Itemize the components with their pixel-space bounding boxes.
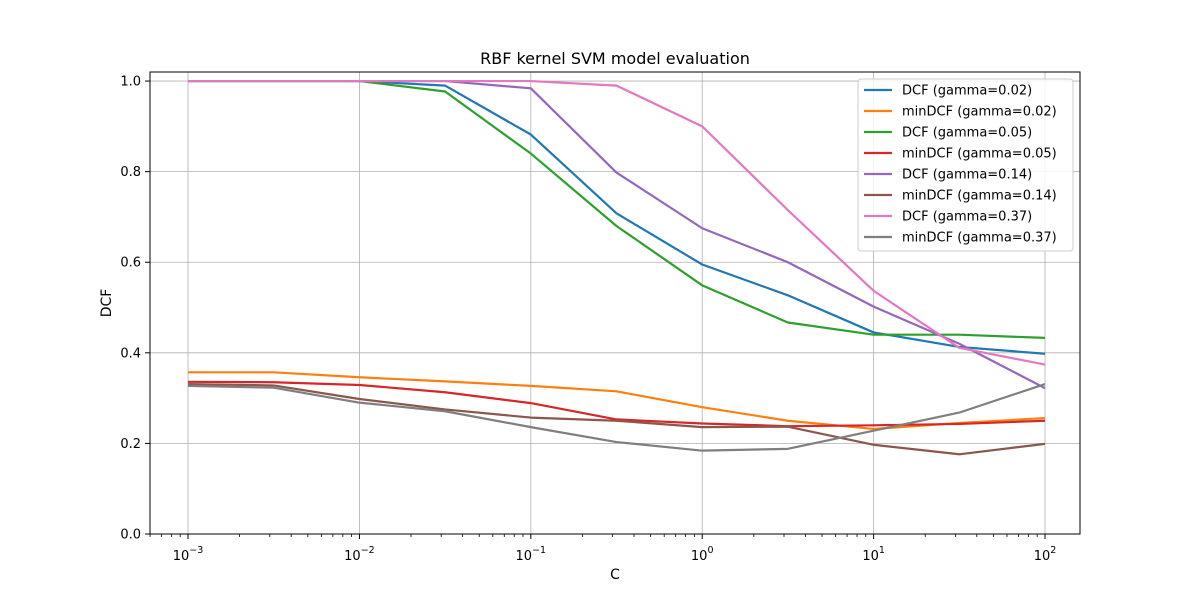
legend: DCF (gamma=0.02) minDCF (gamma=0.02) DCF (… — [857, 78, 1074, 252]
x-tick-label-exponent: −3 — [189, 545, 203, 556]
series-line-2 — [188, 371, 1046, 431]
x-tick-label: 10−2 — [344, 545, 375, 564]
legend-label: minDCF (gamma=0.05) — [902, 147, 1057, 162]
x-tick-label-exponent: 0 — [707, 545, 713, 556]
series-line-8 — [187, 383, 1046, 452]
x-tick-label-base: 10 — [344, 549, 361, 564]
series-layer — [187, 79, 1046, 456]
x-tick-label: 10−3 — [173, 545, 204, 564]
x-tick-label-exponent: 1 — [879, 545, 885, 556]
x-tick-label-base: 10 — [862, 549, 879, 564]
series-line-7 — [188, 79, 1046, 366]
legend-label: minDCF (gamma=0.14) — [902, 189, 1057, 204]
x-tick-label-exponent: −1 — [532, 545, 546, 556]
y-tick-label: 0.6 — [120, 256, 141, 271]
x-tick-label-base: 10 — [516, 549, 533, 564]
y-axis-label: DCF — [99, 289, 115, 318]
x-tick-label-base: 10 — [173, 549, 190, 564]
y-tick-label: 0.8 — [120, 165, 141, 180]
legend-label: minDCF (gamma=0.02) — [902, 105, 1057, 120]
legend-label: DCF (gamma=0.02) — [902, 84, 1032, 99]
x-tick-label: 10−1 — [516, 545, 547, 564]
x-tick-label-base: 10 — [691, 549, 708, 564]
x-tick-label-exponent: 2 — [1050, 545, 1056, 556]
y-tick-label: 0.0 — [120, 528, 141, 543]
y-tick-label: 1.0 — [120, 75, 141, 90]
x-axis-label: C — [610, 567, 620, 583]
series-line-6 — [188, 382, 1046, 456]
legend-label: DCF (gamma=0.14) — [902, 168, 1032, 183]
legend-label: DCF (gamma=0.05) — [902, 126, 1032, 141]
legend-label: DCF (gamma=0.37) — [902, 210, 1032, 225]
x-tick-label: 102 — [1034, 545, 1057, 564]
x-tick-label: 101 — [862, 545, 885, 564]
x-tick-label: 100 — [691, 545, 714, 564]
legend-label: minDCF (gamma=0.37) — [902, 231, 1057, 246]
y-tick-label: 0.4 — [120, 346, 141, 361]
plot-frame — [149, 71, 1081, 535]
y-tick-label: 0.2 — [120, 437, 141, 452]
chart-title: RBF kernel SVM model evaluation — [480, 49, 750, 68]
x-tick-label-base: 10 — [1034, 549, 1051, 564]
legend-box — [857, 78, 1074, 252]
x-tick-label-exponent: −2 — [361, 545, 375, 556]
